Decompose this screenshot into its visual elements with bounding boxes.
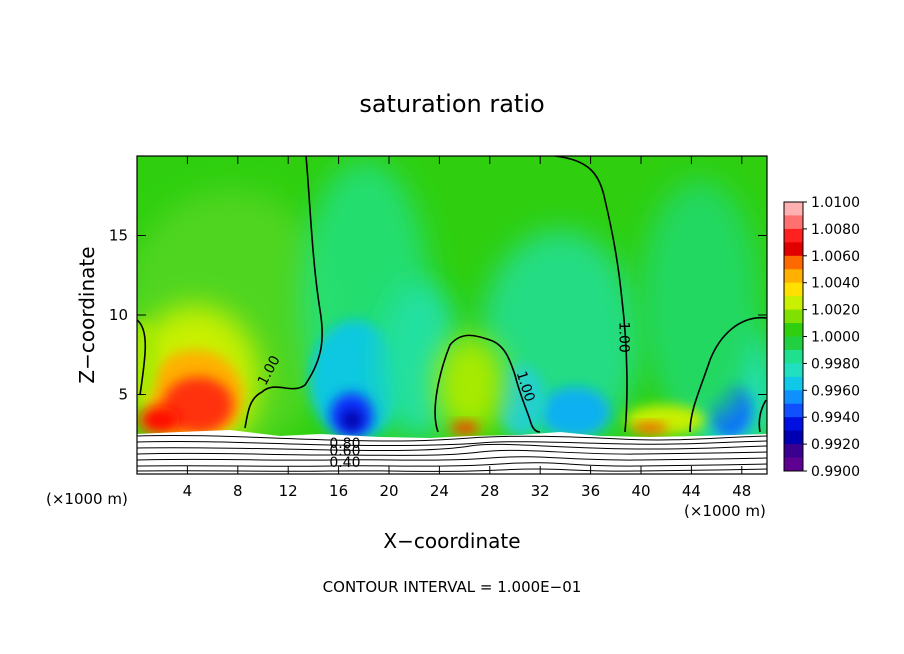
x-tick-label: 4 (183, 482, 193, 500)
colorbar-swatch (784, 255, 803, 270)
y-axis-label: Z−coordinate (75, 246, 99, 383)
colorbar-label: 0.9940 (811, 410, 860, 426)
field-blob (140, 406, 180, 434)
colorbar-swatch (784, 269, 803, 284)
plot-area: 1.00 1.001.000.800.600.40 (137, 156, 767, 474)
colorbar-swatch (784, 403, 803, 418)
unity-contours (137, 156, 767, 433)
field-blob (495, 365, 545, 435)
field-blob (640, 180, 760, 420)
contour-label: 0.60 (329, 444, 360, 460)
contour-interval-note: CONTOUR INTERVAL = 1.000E−01 (323, 578, 582, 596)
contour-label: 0.80 (329, 436, 360, 452)
field-blob (632, 423, 668, 433)
y-axis: 5 10 15 (109, 227, 767, 404)
colorbar-label: 1.0080 (811, 222, 860, 238)
y-tick-label: 10 (109, 306, 128, 324)
x-unit-left: (×1000 m) (46, 490, 128, 508)
contour-labels: 1.00 1.001.000.800.600.40 (255, 322, 631, 471)
x-tick-label: 8 (233, 482, 243, 500)
colorbar-swatch (784, 363, 803, 378)
colorbar-swatch (784, 323, 803, 337)
colorbar-label: 1.0040 (811, 276, 860, 292)
field-blob (451, 422, 479, 434)
x-tick-label: 40 (631, 482, 650, 500)
x-unit-right: (×1000 m) (684, 502, 766, 520)
y-tick-label: 15 (109, 227, 128, 245)
colorbar-label: 1.0020 (811, 303, 860, 319)
colorbar-label: 0.9900 (811, 464, 860, 480)
x-tick-label: 44 (682, 482, 701, 500)
colorbar-label: 1.0060 (811, 249, 860, 265)
x-tick-label: 20 (379, 482, 398, 500)
colorbar-label: 1.0100 (811, 195, 860, 211)
colorbar-swatch (784, 309, 803, 324)
colorbar-swatch (784, 376, 803, 391)
x-tick-label: 28 (480, 482, 499, 500)
colorbar-label: 0.9980 (811, 356, 860, 372)
colorbar-swatch (784, 282, 803, 297)
y-tick-label: 5 (118, 386, 128, 404)
field-blob (435, 335, 505, 435)
x-tick-label: 32 (531, 482, 550, 500)
colorbar-label: 0.9920 (811, 437, 860, 453)
field-blob (163, 377, 233, 433)
field-blob (540, 387, 610, 437)
colorbar-swatch (784, 336, 803, 351)
colorbar-label: 1.0000 (811, 330, 860, 346)
colorbar-label: 0.9960 (811, 383, 860, 399)
field-blobs (137, 160, 767, 460)
field-blob (342, 410, 362, 430)
x-tick-label: 16 (329, 482, 348, 500)
colorbar-swatch (784, 296, 803, 311)
x-tick-label: 48 (732, 482, 751, 500)
colorbar: 1.0100 1.0080 1.0060 1.0040 1.0020 1.0000 0.99… (783, 195, 860, 480)
contour-label: 0.40 (329, 455, 360, 471)
x-tick-label: 36 (581, 482, 600, 500)
colorbar-swatch (784, 444, 803, 459)
colorbar-swatch (784, 228, 803, 243)
colorbar-swatch (784, 390, 803, 405)
lower-layer (137, 430, 767, 474)
colorbar-swatch (784, 349, 803, 364)
colorbar-swatch (784, 215, 803, 230)
colorbar-swatch (784, 457, 803, 472)
colorbar-swatch (784, 430, 803, 445)
colorbar-swatch (784, 202, 803, 216)
x-tick-label: 24 (430, 482, 449, 500)
colorbar-swatch (784, 242, 803, 257)
colorbar-swatch (784, 417, 803, 432)
chart-title: saturation ratio (359, 90, 544, 118)
lower-contours (137, 434, 767, 472)
x-axis: 4 8 12 16 20 24 28 32 36 40 44 48 (183, 156, 751, 500)
x-axis-label: X−coordinate (383, 529, 520, 553)
contour-label: 1.00 (615, 322, 631, 353)
x-tick-label: 12 (279, 482, 298, 500)
